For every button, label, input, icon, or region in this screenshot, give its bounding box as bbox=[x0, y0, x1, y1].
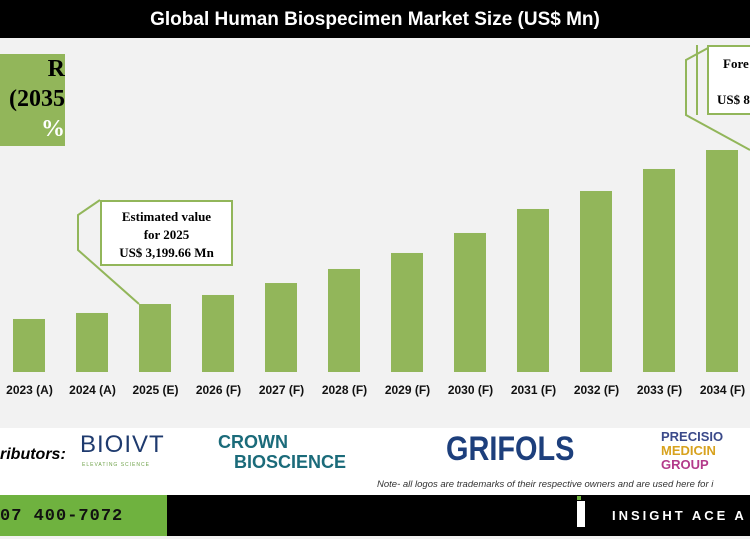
bar-3 bbox=[202, 294, 234, 372]
bioivt-tagline: ELEVATING SCIENCE bbox=[82, 462, 150, 468]
brand-name: INSIGHT ACE A bbox=[612, 508, 747, 523]
callout-line: f bbox=[723, 73, 750, 91]
phone-number: 07 400-7072 bbox=[0, 495, 167, 536]
callout-line: US$ 8 bbox=[717, 92, 750, 107]
x-tick-label: 2031 (F) bbox=[510, 383, 557, 397]
grifols-logo: GRIFOLS bbox=[446, 430, 575, 468]
bioivt-logo: BIOIVT bbox=[80, 431, 165, 458]
bar-10 bbox=[643, 168, 675, 372]
x-tick-label: 2023 (A) bbox=[6, 383, 53, 397]
x-tick-label: 2028 (F) bbox=[321, 383, 368, 397]
callout-line: for 2025 bbox=[143, 227, 190, 242]
x-tick-label: 2026 (F) bbox=[195, 383, 242, 397]
cagr-line: R bbox=[47, 56, 65, 82]
x-tick-label: 2027 (F) bbox=[258, 383, 305, 397]
x-tick-label: 2034 (F) bbox=[699, 383, 746, 397]
forecast-callout: Fore f US$ 8 bbox=[707, 45, 750, 115]
bar-0 bbox=[13, 318, 45, 372]
logo-line: MEDICIN bbox=[661, 443, 716, 458]
bar-2 bbox=[139, 304, 171, 372]
cagr-line: 2035) bbox=[9, 86, 65, 112]
distributors-label: ributors: bbox=[0, 446, 66, 463]
x-tick-label: 2033 (F) bbox=[636, 383, 683, 397]
bioscience-text: BIOSCIENCE bbox=[234, 452, 347, 472]
callout-line: Estimated value bbox=[121, 209, 212, 224]
crown-logo: CROWN BIOSCIENCE bbox=[218, 432, 346, 472]
bar-9 bbox=[580, 190, 612, 372]
bar-8 bbox=[517, 208, 549, 372]
x-tick-label: 2024 (A) bbox=[69, 383, 116, 397]
crown-text: CROWN bbox=[218, 432, 288, 452]
callout-line: Fore bbox=[723, 56, 749, 71]
bar-chart bbox=[13, 45, 750, 372]
callout-line: US$ 3,199.66 Mn bbox=[119, 245, 214, 260]
logo-line: PRECISIO bbox=[661, 429, 724, 444]
bar-4 bbox=[265, 283, 297, 372]
cagr-box: R 2035) % bbox=[0, 54, 65, 146]
precision-logo: PRECISIO MEDICIN GROUP bbox=[661, 430, 723, 472]
cagr-line: % bbox=[41, 116, 65, 142]
x-tick-label: 2030 (F) bbox=[447, 383, 494, 397]
bar-5 bbox=[328, 268, 360, 372]
callout-leader bbox=[77, 199, 140, 305]
trademark-note: Note- all logos are trademarks of their … bbox=[377, 479, 714, 490]
x-tick-label: 2032 (F) bbox=[573, 383, 620, 397]
bar-6 bbox=[391, 252, 423, 372]
chart-title: Global Human Biospecimen Market Size (US… bbox=[0, 0, 750, 38]
bar-1 bbox=[76, 312, 108, 372]
brand-bar: INSIGHT ACE A bbox=[167, 495, 750, 536]
bar-11 bbox=[706, 150, 738, 372]
x-tick-label: 2029 (F) bbox=[384, 383, 431, 397]
distributors-strip: ributors: BIOIVT ELEVATING SCIENCE CROWN… bbox=[0, 428, 750, 495]
logo-line: GROUP bbox=[661, 457, 709, 472]
bar-7 bbox=[454, 232, 486, 372]
estimated-callout: Estimated value for 2025 US$ 3,199.66 Mn bbox=[100, 200, 233, 266]
x-tick-label: 2025 (E) bbox=[132, 383, 179, 397]
brand-logo-icon bbox=[577, 501, 585, 527]
brand-logo-dot-icon bbox=[577, 496, 581, 500]
